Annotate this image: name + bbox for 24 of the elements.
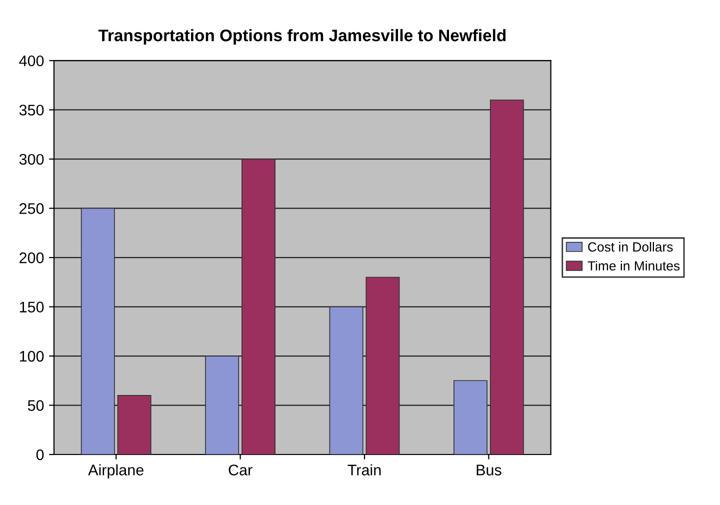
legend-label: Time in Minutes — [588, 260, 680, 271]
y-tick-label: 200 — [20, 252, 44, 264]
bar — [117, 394, 152, 454]
y-tick-label: 350 — [19, 104, 44, 116]
y-tick-label: 50 — [28, 400, 44, 411]
y-tick-label: 250 — [20, 203, 44, 214]
x-tick-label: Train — [348, 464, 381, 476]
bar — [329, 306, 364, 454]
x-tick-label: Airplane — [88, 464, 144, 478]
bar — [366, 276, 400, 454]
y-tick-label: 100 — [20, 350, 44, 362]
chart-title: Transportation Options from Jamesville to Newfield — [98, 29, 506, 45]
y-tick-label: 0 — [36, 449, 44, 460]
bar — [490, 100, 524, 454]
y-tick-label: 150 — [20, 302, 44, 312]
x-tick-label: Car — [228, 464, 252, 476]
bar — [205, 356, 240, 454]
y-tick-label: 300 — [19, 154, 44, 165]
bar — [80, 208, 115, 454]
y-tick-label: 400 — [19, 55, 44, 66]
bar — [242, 158, 276, 454]
bar — [454, 380, 488, 454]
legend-label: Cost in Dollars — [588, 242, 673, 252]
x-tick-label: Bus — [476, 464, 502, 476]
